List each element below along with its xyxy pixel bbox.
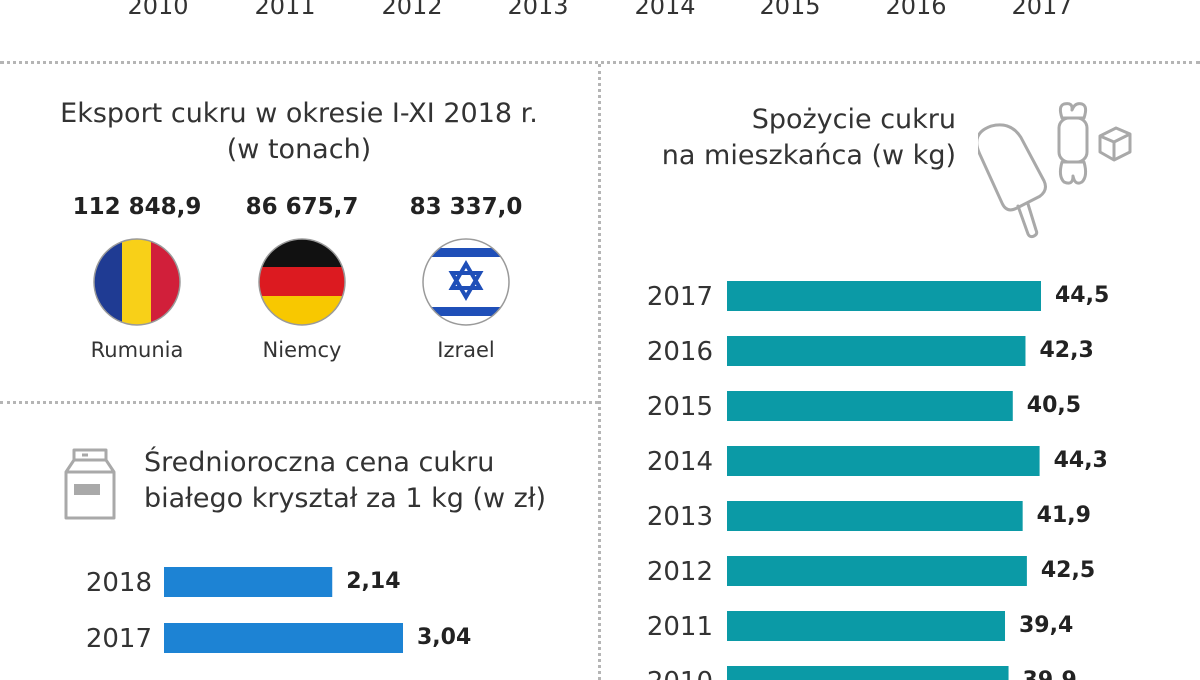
germany-flag-icon [258,238,346,326]
bar-year-label: 2015 [647,392,713,422]
top-divider [0,61,1200,64]
price-title-line1: Średnioroczna cena cukru [144,447,495,478]
bar [727,501,1023,531]
price-bar-chart: 2018 2,14 2017 3,04 [86,567,471,654]
bar-year-label: 2010 [647,667,713,680]
bar-year-label: 2018 [86,568,152,598]
bar [727,556,1027,586]
top-year-label: 2010 [127,0,189,20]
top-year-label: 2014 [634,0,696,20]
bar-year-label: 2017 [86,624,152,654]
bar-value-label: 40,5 [1027,393,1081,418]
romania-flag-icon [93,238,181,326]
export-title-line2: (w tonach) [226,134,372,165]
sugar-cube-icon [1098,126,1132,162]
ice-cream-icon [978,123,1047,239]
bar [727,281,1041,311]
export-value-israel: 83 337,0 [409,194,523,220]
bar [727,336,1026,366]
bar [727,611,1006,641]
bar-year-label: 2012 [647,557,713,587]
bar [727,446,1040,476]
consumption-title-line2: na mieszkańca (w kg) [661,140,956,171]
export-title-line1: Eksport cukru w okresie I-XI 2018 r. [60,98,538,129]
top-year-label: 2012 [381,0,443,20]
top-year-label: 2011 [254,0,316,20]
bar-year-label: 2014 [647,447,713,477]
price-title-line2: białego kryształ za 1 kg (w zł) [144,483,547,514]
top-year-label: 2016 [885,0,947,20]
candy-icon [1057,102,1089,185]
price-title: Średnioroczna cena cukru białego kryszta… [144,445,546,517]
bar [727,391,1013,421]
bar [164,567,333,597]
bar-value-label: 3,04 [417,625,471,650]
bar-value-label: 39,9 [1023,668,1077,680]
sugar-bag-icon [64,448,116,520]
bar [727,666,1009,680]
top-year-label: 2013 [507,0,569,20]
bar [164,623,403,653]
israel-flag-icon [422,238,510,326]
consumption-title: Spożycie cukru na mieszkańca (w kg) [620,102,956,174]
bar-value-label: 44,3 [1054,448,1108,473]
export-country-germany: Niemcy [262,338,342,362]
vertical-divider [598,64,601,680]
bar-year-label: 2017 [647,282,713,312]
bar-year-label: 2016 [647,337,713,367]
left-divider [0,401,598,404]
bar-value-label: 42,5 [1041,558,1095,583]
export-country-israel: Izrael [437,338,495,362]
bar-year-label: 2013 [647,502,713,532]
consumption-title-line1: Spożycie cukru [751,104,956,135]
top-year-label: 2015 [759,0,821,20]
bar-year-label: 2011 [647,612,713,642]
bar-value-label: 41,9 [1037,503,1091,528]
bar-value-label: 39,4 [1019,613,1073,638]
export-title: Eksport cukru w okresie I-XI 2018 r. (w … [0,96,598,168]
export-value-germany: 86 675,7 [245,194,359,220]
bar-value-label: 2,14 [346,569,400,594]
export-country-romania: Rumunia [90,338,184,362]
export-value-romania: 112 848,9 [72,194,202,220]
bar-value-label: 44,5 [1055,283,1109,308]
consumption-bar-chart: 2017 44,5 2016 42,3 2015 40,5 2014 44,3 2013 41,9… [647,281,1109,680]
bar-value-label: 42,3 [1039,338,1093,363]
top-year-label: 2017 [1011,0,1073,20]
